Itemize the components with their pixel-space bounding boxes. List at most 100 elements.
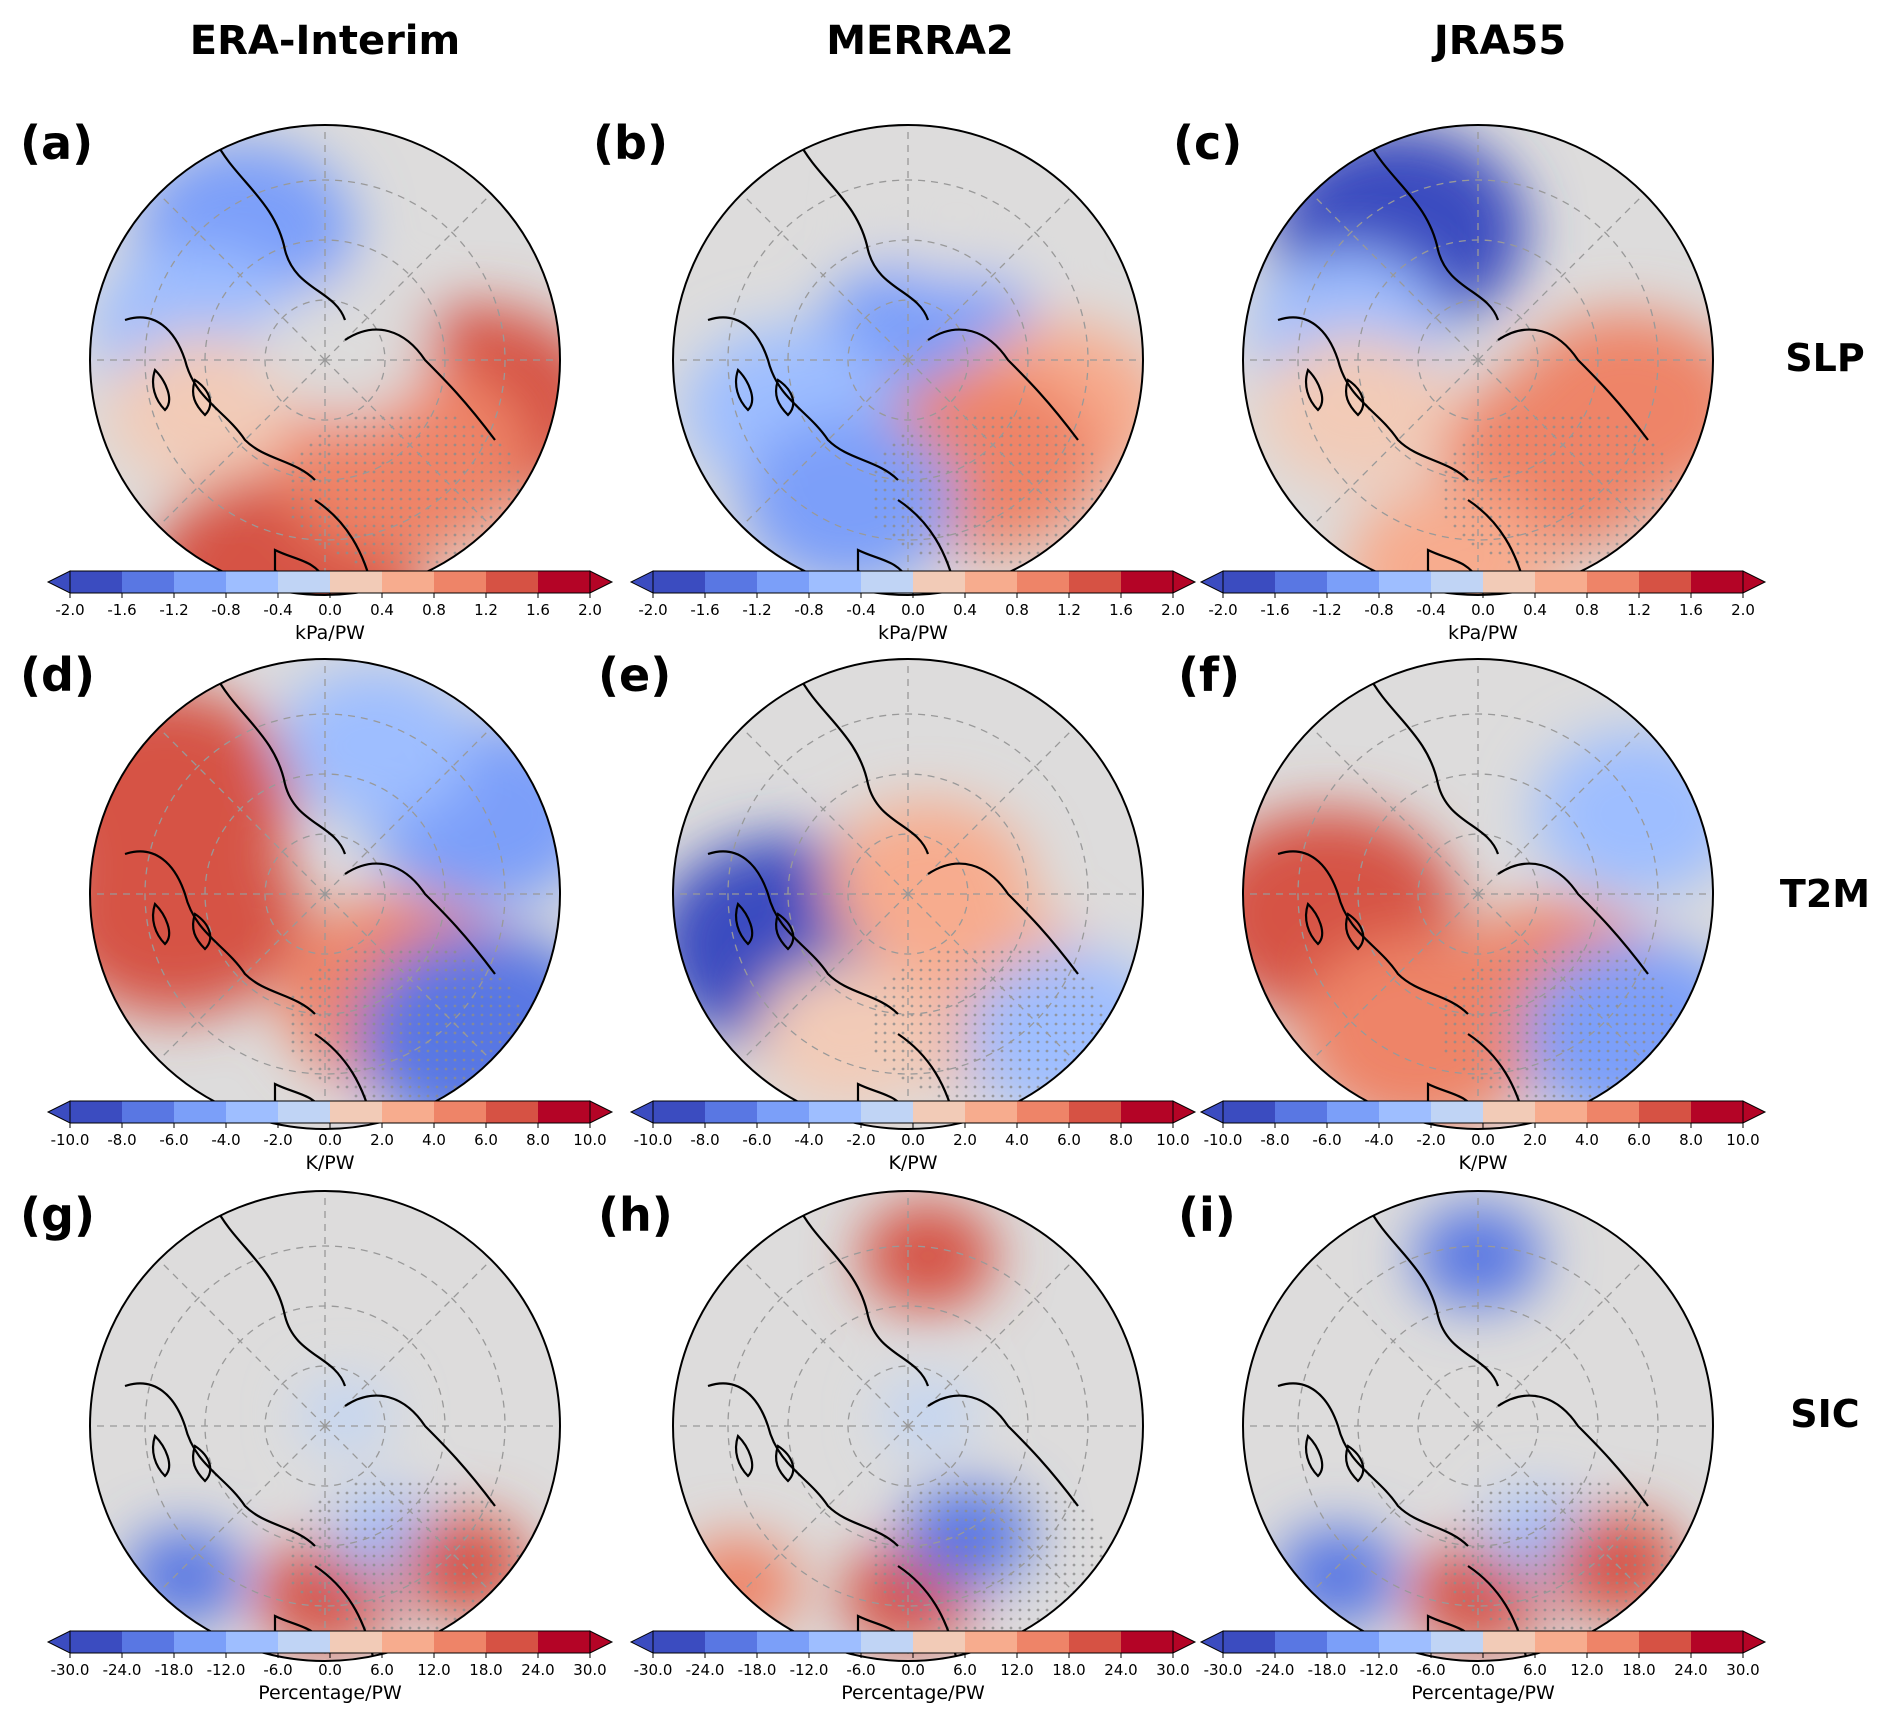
colorbar-tick-label: 8.0 — [1679, 1131, 1703, 1149]
colorbar-segment — [861, 571, 914, 593]
colorbar-segment — [1483, 571, 1536, 593]
colorbar-tick-label: -1.2 — [159, 601, 188, 619]
colorbar-segment — [1327, 1101, 1380, 1123]
colorbar-tick-label: 0.0 — [901, 1661, 925, 1679]
colorbar-segment — [330, 571, 383, 593]
colorbar-slp-jra55: -2.0 -1.6 -1.2 -0.8 -0.4 0.0 0.4 0.8 1.2 1.6 2.0 kP… — [1198, 563, 1768, 653]
colorbar-segment — [1275, 1101, 1328, 1123]
colorbar-segment — [1327, 571, 1380, 593]
colorbar-segment — [122, 571, 175, 593]
colorbar-svg: -10.0 -8.0 -6.0 -4.0 -2.0 0.0 2.0 4.0 6.0 8.0 10.0… — [629, 1100, 1197, 1174]
colorbar-segment — [1275, 571, 1328, 593]
colorbar-segment — [538, 1631, 591, 1653]
colorbar-tick-label: 0.0 — [1471, 601, 1495, 619]
panel-label-a: (a) — [20, 116, 94, 170]
colorbar-segment — [538, 571, 591, 593]
colorbar-tick-label: 24.0 — [1674, 1661, 1707, 1679]
colorbar-segment — [1431, 571, 1484, 593]
colorbar-segment — [913, 571, 966, 593]
colorbar-tick-label: -6.0 — [1416, 1661, 1445, 1679]
colorbar-segment — [226, 1631, 279, 1653]
colorbar-extend-max — [1172, 570, 1197, 594]
colorbar-segment — [1069, 1101, 1122, 1123]
colorbar-segment — [278, 1631, 331, 1653]
colorbar-tick-label: 30.0 — [1156, 1661, 1189, 1679]
polar-map-svg — [672, 124, 1144, 596]
anomaly-region — [1534, 730, 1713, 898]
colorbar-segment — [913, 1631, 966, 1653]
colorbar-segment — [653, 1101, 706, 1123]
colorbar-segment — [1069, 571, 1122, 593]
map-boundary — [1242, 1190, 1714, 1662]
colorbar-tick-label: -0.8 — [794, 601, 823, 619]
colorbar-tick-label: -12.0 — [790, 1661, 829, 1679]
colorbar-extend-max — [1742, 1100, 1767, 1124]
polar-map-d — [45, 614, 605, 1174]
colorbar-extend-min — [46, 570, 71, 594]
colorbar-segment — [757, 1631, 810, 1653]
colorbar-svg: -10.0 -8.0 -6.0 -4.0 -2.0 0.0 2.0 4.0 6.0 8.0 10.0… — [1199, 1100, 1767, 1174]
colorbar-unit-label: K/PW — [888, 1152, 937, 1174]
colorbar-extend-max — [589, 1100, 614, 1124]
colorbar-segment — [809, 571, 862, 593]
polar-map-svg — [1242, 124, 1714, 596]
colorbar-tick-label: -30.0 — [51, 1661, 90, 1679]
colorbar-segment — [330, 1101, 383, 1123]
colorbar-segment — [1431, 1101, 1484, 1123]
panel-label-e: (e) — [598, 648, 672, 702]
colorbar-segment — [122, 1101, 175, 1123]
colorbar-segment — [1379, 1631, 1432, 1653]
colorbar-tick-label: -1.6 — [690, 601, 719, 619]
anomaly-region — [259, 281, 431, 419]
colorbar-tick-label: -2.0 — [1208, 601, 1237, 619]
anomaly-region — [277, 665, 473, 823]
colorbar-tick-label: 18.0 — [1622, 1661, 1655, 1679]
colorbar-tick-label: 1.6 — [1109, 601, 1133, 619]
map-boundary — [1242, 658, 1714, 1130]
colorbar-segment — [278, 1101, 331, 1123]
polar-map-svg — [89, 658, 561, 1130]
colorbar-segment — [1327, 1631, 1380, 1653]
colorbar-segment — [1587, 1101, 1640, 1123]
colorbar-tick-label: 0.0 — [318, 1661, 342, 1679]
colorbar-sic-merra2: -30.0 -24.0 -18.0 -12.0 -6.0 0.0 6.0 12.0 18.0 24… — [628, 1623, 1198, 1713]
colorbar-tick-label: 1.2 — [1057, 601, 1081, 619]
polar-map-e — [628, 614, 1188, 1174]
colorbar-segment — [1535, 1631, 1588, 1653]
colorbar-segment — [486, 1631, 539, 1653]
colorbar-segment — [174, 1101, 227, 1123]
colorbar-tick-label: 10.0 — [573, 1131, 606, 1149]
colorbar-segment — [382, 1631, 435, 1653]
panel-label-c: (c) — [1173, 116, 1243, 170]
colorbar-tick-label: 0.0 — [318, 601, 342, 619]
lat-lon-grid — [1243, 1191, 1713, 1661]
colorbar-tick-label: -12.0 — [207, 1661, 246, 1679]
colorbar-extend-max — [1172, 1100, 1197, 1124]
colorbar-segment — [1483, 1631, 1536, 1653]
colorbar-tick-label: -24.0 — [103, 1661, 142, 1679]
anomaly-region — [1276, 1526, 1400, 1626]
lat-lon-grid — [1243, 125, 1713, 595]
colorbar-segment — [1275, 1631, 1328, 1653]
colorbar-segment — [434, 1631, 487, 1653]
row-label-t2m: T2M — [1779, 872, 1871, 916]
polar-map-svg — [672, 1190, 1144, 1662]
colorbar-tick-label: 0.0 — [318, 1131, 342, 1149]
panel-label-h: (h) — [598, 1188, 673, 1242]
colorbar-segment — [1691, 1101, 1744, 1123]
colorbar-tick-label: 2.0 — [1161, 601, 1185, 619]
polar-map-svg — [672, 658, 1144, 1130]
lat-lon-grid — [673, 125, 1143, 595]
colorbar-extend-min — [46, 1630, 71, 1654]
colorbar-tick-label: -8.0 — [690, 1131, 719, 1149]
colorbar-tick-label: -6.0 — [159, 1131, 188, 1149]
colorbar-tick-label: -18.0 — [1308, 1661, 1347, 1679]
colorbar-segment — [174, 1631, 227, 1653]
colorbar-segment — [1691, 1631, 1744, 1653]
coastlines — [707, 1205, 1079, 1661]
colorbar-tick-label: 0.0 — [901, 601, 925, 619]
colorbar-svg: -10.0 -8.0 -6.0 -4.0 -2.0 0.0 2.0 4.0 6.0 8.0 10.0… — [46, 1100, 614, 1174]
map-boundary — [89, 658, 561, 1130]
map-boundary — [672, 124, 1144, 596]
colorbar-extend-max — [1742, 1630, 1767, 1654]
